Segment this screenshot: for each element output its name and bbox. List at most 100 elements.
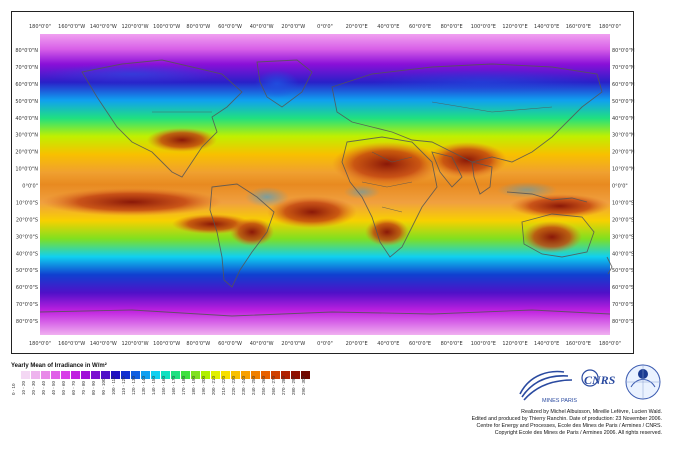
mines-paris-logo: MINES PARIS: [519, 370, 577, 404]
top-longitude-label: 160°0'0"W: [58, 24, 85, 30]
legend-bin-label: 10 - 20: [21, 380, 26, 395]
legend-bin-label: 60 - 70: [71, 380, 76, 395]
top-longitude-label: 40°0'0"W: [250, 24, 274, 30]
legend-swatch: [301, 371, 311, 379]
bottom-longitude-label: 100°0'0"W: [153, 341, 180, 347]
legend-swatch: [201, 371, 211, 379]
bottom-longitude-label: 100°0'0"E: [471, 341, 496, 347]
left-latitude-labels: 80°0'0"N 70°0'0"N 60°0'0"N 50°0'0"N 40°0'0"N…: [15, 48, 38, 325]
bottom-longitude-label: 80°0'0"E: [441, 341, 463, 347]
credits-block: Realized by Michel Albuisson, Mireille L…: [472, 409, 662, 437]
south-america-outline: [209, 183, 275, 288]
country-borders: [152, 101, 553, 213]
right-latitude-label: 30°0'0"S: [612, 234, 634, 240]
left-latitude-label: 60°0'0"N: [15, 82, 38, 88]
legend-bin-label: 280 - 290: [291, 375, 296, 395]
cnrs-text: CNRS: [584, 373, 616, 387]
legend-bin-label: 210 - 220: [221, 375, 226, 395]
left-latitude-label: 60°0'0"S: [16, 285, 38, 291]
legend-bin-label: 230 - 240: [241, 375, 246, 395]
top-longitude-label: 40°0'0"E: [377, 24, 399, 30]
right-latitude-label: 10°0'0"N: [612, 167, 635, 173]
right-latitude-label: 70°0'0"N: [612, 65, 635, 71]
left-latitude-label: 80°0'0"S: [16, 319, 38, 325]
bottom-longitude-label: 60°0'0"W: [218, 341, 242, 347]
legend-bin-label: 260 - 270: [271, 375, 276, 395]
left-latitude-label: 20°0'0"N: [15, 150, 38, 156]
left-latitude-label: 70°0'0"S: [16, 302, 38, 308]
credits-line-4: Copyright Ecole des Mines de Paris / Arm…: [494, 430, 662, 436]
legend-swatch: [51, 371, 61, 379]
bottom-longitude-label: 140°0'0"E: [534, 341, 559, 347]
legend-bin-label: 150 - 160: [161, 375, 166, 395]
cnrs-logo: CNRS: [581, 369, 616, 387]
top-longitude-label: 100°0'0"W: [153, 24, 180, 30]
credits-line-1: Realized by Michel Albuisson, Mireille L…: [521, 409, 662, 415]
top-longitude-label: 180°0'0": [599, 24, 621, 30]
credits-line-2: Edited and produced by Thierry Ranchin. …: [471, 416, 662, 422]
legend-title: Yearly Mean of Irradiance in W/m²: [11, 363, 107, 369]
bottom-longitude-label: 0°0'0": [317, 341, 333, 347]
top-longitude-label: 120°0'0"W: [121, 24, 148, 30]
legend-bin-label: 100 - 110: [111, 376, 116, 395]
legend-swatch: [211, 371, 221, 379]
legend-swatch: [141, 371, 151, 379]
legend-bin-label: 80 - 90: [91, 380, 96, 395]
bottom-longitude-labels: 180°0'0" 160°0'0"W 140°0'0"W 120°0'0"W 100°0…: [29, 341, 621, 347]
legend-bin-label: 70 - 80: [81, 380, 86, 395]
eurasia-outline: [331, 63, 603, 163]
globe-logo: [625, 364, 661, 400]
africa-outline: [341, 136, 438, 258]
top-longitude-label: 60°0'0"W: [218, 24, 242, 30]
left-latitude-label: 0°0'0": [22, 184, 38, 190]
bottom-longitude-label: 40°0'0"E: [377, 341, 399, 347]
legend-swatch: [271, 371, 281, 379]
legend-bin-label: 200 - 210: [211, 375, 216, 395]
australia-outline: [521, 213, 595, 258]
legend-swatch: [61, 371, 71, 379]
legend-bin-label: 110 - 120: [121, 376, 126, 395]
irradiance-field: [40, 34, 610, 335]
bottom-longitude-label: 160°0'0"W: [58, 341, 85, 347]
legend-bin-label: 0 - 10: [11, 383, 16, 395]
left-latitude-label: 50°0'0"S: [16, 268, 38, 274]
left-latitude-label: 10°0'0"S: [16, 200, 38, 206]
legend-bin-label: 250 - 260: [261, 375, 266, 395]
map-svg: 180°0'0" 160°0'0"W 140°0'0"W 120°0'0"W 100°0…: [15, 24, 635, 347]
legend-bin-label: 180 - 190: [191, 375, 196, 395]
legend-bin-labels: 0 - 10 10 - 20 20 - 30 30 - 40 40 - 50 50 - 6…: [11, 375, 311, 401]
antarctica-outline: [39, 309, 611, 317]
legend-bin-label: 270 - 280: [281, 375, 286, 395]
bottom-longitude-label: 180°0'0": [29, 341, 51, 347]
mines-paris-text: MINES PARIS: [542, 398, 577, 404]
greenland-outline: [256, 59, 313, 108]
top-longitude-label: 0°0'0": [317, 24, 333, 30]
legend-bin-label: 130 - 140: [141, 375, 146, 395]
legend-swatch: [91, 371, 101, 379]
top-longitude-label: 120°0'0"E: [502, 24, 527, 30]
legend-swatch: [251, 371, 261, 379]
legend-swatch: [101, 371, 111, 379]
top-longitude-label: 80°0'0"W: [186, 24, 210, 30]
top-longitude-label: 140°0'0"W: [90, 24, 117, 30]
right-latitude-label: 50°0'0"N: [612, 99, 635, 105]
bottom-longitude-label: 20°0'0"W: [281, 341, 305, 347]
legend-swatch: [171, 371, 181, 379]
legend-bin-label: 140 - 150: [151, 375, 156, 395]
legend-swatch: [231, 371, 241, 379]
top-longitude-label: 100°0'0"E: [471, 24, 496, 30]
right-latitude-label: 20°0'0"S: [612, 217, 634, 223]
top-longitude-label: 20°0'0"W: [281, 24, 305, 30]
legend-swatch: [241, 371, 251, 379]
right-latitude-label: 40°0'0"N: [612, 116, 635, 122]
legend-swatch: [181, 371, 191, 379]
legend-swatch: [221, 371, 231, 379]
right-latitude-label: 10°0'0"S: [612, 200, 634, 206]
top-longitude-label: 60°0'0"E: [409, 24, 431, 30]
left-latitude-label: 40°0'0"S: [16, 251, 38, 257]
top-longitude-labels: 180°0'0" 160°0'0"W 140°0'0"W 120°0'0"W 100°0…: [29, 24, 621, 30]
bottom-longitude-label: 40°0'0"W: [250, 341, 274, 347]
right-latitude-labels: 80°0'0"N 70°0'0"N 60°0'0"N 50°0'0"N 40°0'0"N…: [612, 48, 635, 325]
left-latitude-label: 80°0'0"N: [15, 48, 38, 54]
bottom-longitude-label: 60°0'0"E: [409, 341, 431, 347]
